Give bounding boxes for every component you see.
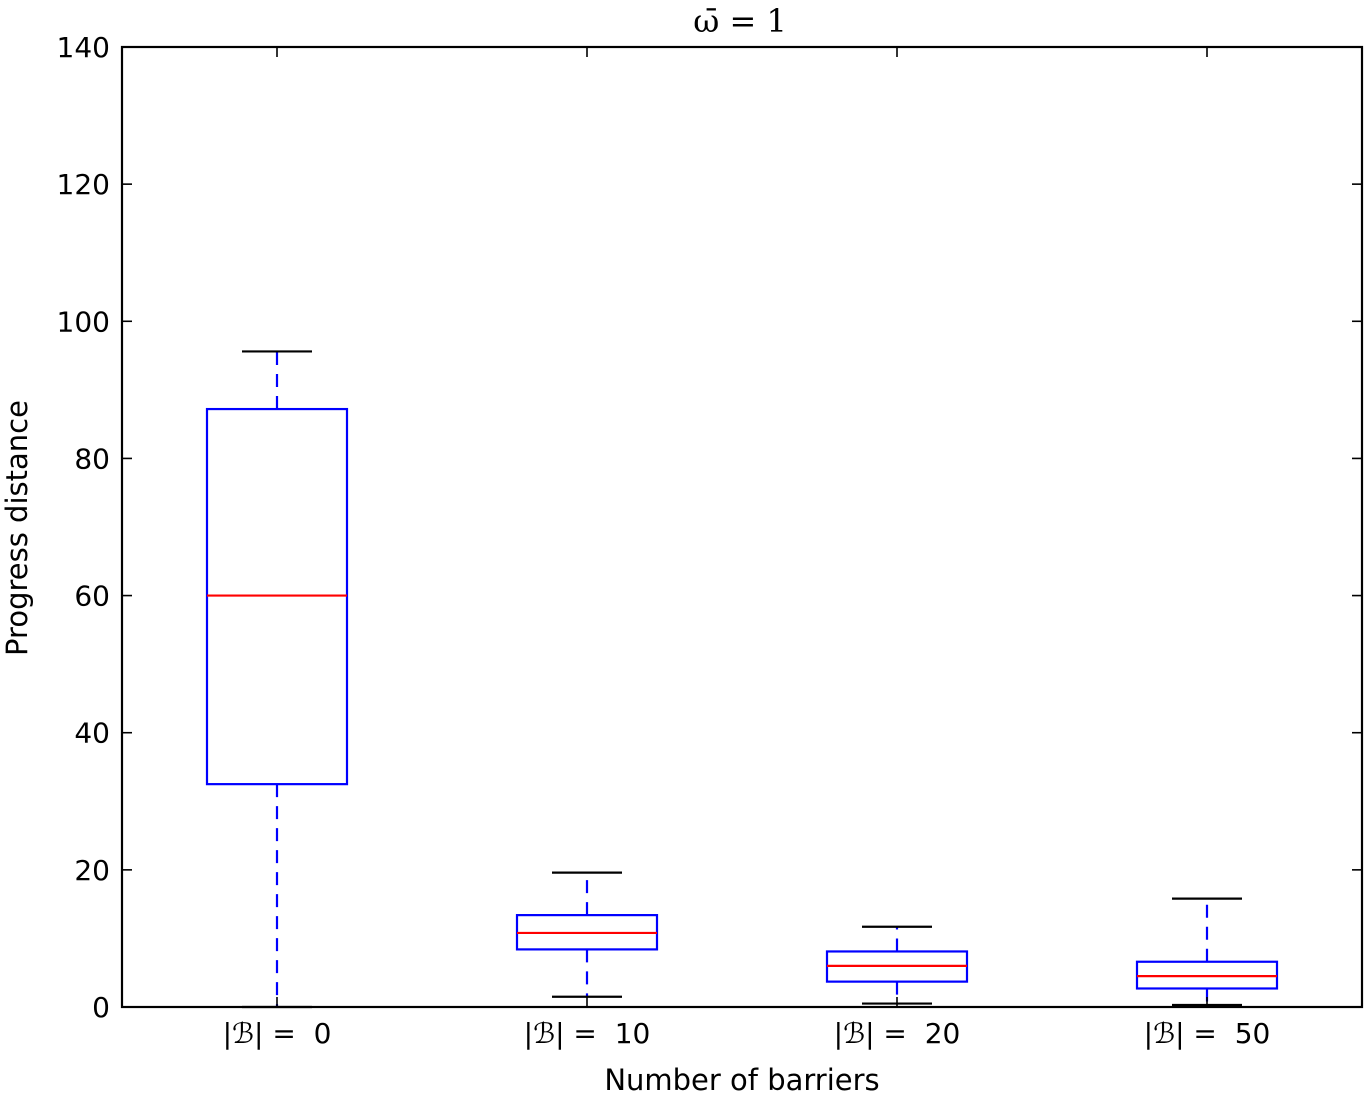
chart-title: ω̄ = 1 [693, 2, 787, 40]
plot-marks [205, 350, 1279, 1009]
x-tick-label: |ℬ| = 50 [1144, 1017, 1271, 1050]
y-axis: 0 20 40 60 80 100 120 140 [57, 31, 1362, 1024]
y-tick-label: 40 [74, 717, 110, 750]
y-tick-label: 20 [74, 854, 110, 887]
x-axis-label: Number of barriers [604, 1063, 879, 1095]
y-tick-label: 80 [74, 442, 110, 475]
x-tick-label: |ℬ| = 10 [524, 1017, 651, 1050]
box-group [1135, 897, 1279, 1007]
x-tick-label: |ℬ| = 20 [834, 1017, 961, 1050]
box-group [515, 871, 659, 998]
y-tick-label: 120 [57, 168, 110, 201]
y-tick-label: 140 [57, 31, 110, 64]
x-axis: |ℬ| = 0 |ℬ| = 10 |ℬ| = 20 |ℬ| = 50 [223, 47, 1271, 1050]
box-group [205, 350, 349, 1009]
box-group [825, 925, 969, 1005]
y-tick-label: 60 [74, 580, 110, 613]
y-axis-label: Progress distance [0, 400, 34, 656]
x-tick-label: |ℬ| = 0 [223, 1017, 332, 1050]
plot-frame [120, 45, 1364, 1009]
y-tick-label: 0 [92, 991, 110, 1024]
y-tick-label: 100 [57, 305, 110, 338]
